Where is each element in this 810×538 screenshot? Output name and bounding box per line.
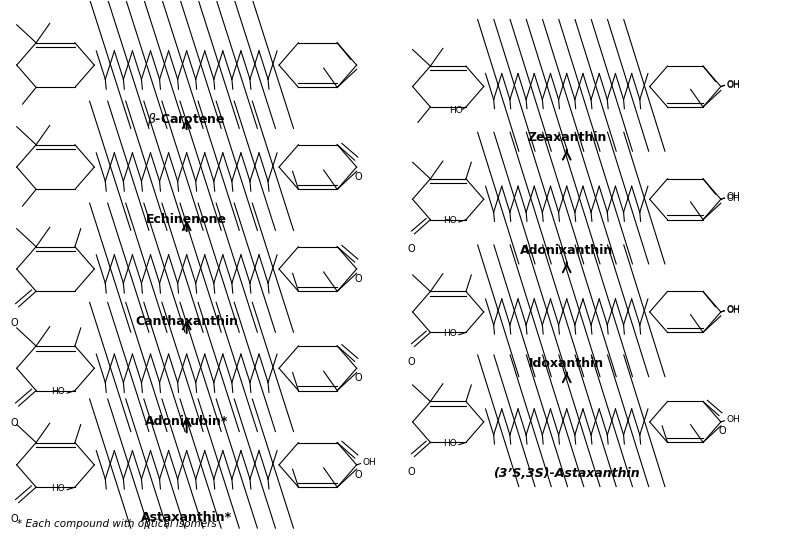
Text: Idoxanthin: Idoxanthin: [529, 357, 604, 370]
Text: HO: HO: [52, 387, 66, 397]
Text: O: O: [407, 244, 415, 254]
Text: O: O: [355, 373, 362, 383]
Text: Adonirubin*: Adonirubin*: [145, 415, 228, 428]
Text: (3’S,3S)-Astaxanthin: (3’S,3S)-Astaxanthin: [493, 467, 640, 480]
Text: HO: HO: [443, 216, 457, 225]
Text: HO: HO: [52, 484, 66, 493]
Text: Canthaxanthin: Canthaxanthin: [135, 315, 238, 328]
Text: O: O: [407, 467, 415, 477]
Text: O: O: [11, 514, 19, 524]
Text: * Each compound with optical isomers: * Each compound with optical isomers: [17, 519, 216, 529]
Text: OH: OH: [727, 193, 740, 201]
Text: OH: OH: [727, 415, 740, 424]
Text: HO: HO: [443, 329, 457, 338]
Text: $\beta$-Carotene: $\beta$-Carotene: [147, 111, 226, 129]
Text: O: O: [718, 426, 727, 436]
Text: O: O: [11, 318, 19, 328]
Text: Astaxanthin*: Astaxanthin*: [141, 511, 232, 524]
Text: O: O: [407, 357, 415, 367]
Text: OH: OH: [727, 306, 740, 315]
Text: OH: OH: [727, 81, 740, 90]
Text: Echinenone: Echinenone: [146, 214, 227, 226]
Text: OH: OH: [362, 458, 376, 467]
Text: Zeaxanthin: Zeaxanthin: [527, 131, 607, 144]
Text: HO: HO: [449, 106, 463, 115]
Text: Adonixanthin: Adonixanthin: [520, 244, 613, 257]
Text: HO: HO: [443, 439, 457, 448]
Text: O: O: [11, 417, 19, 428]
Text: OH: OH: [727, 194, 740, 203]
Text: OH: OH: [727, 305, 740, 314]
Text: OH: OH: [727, 80, 740, 89]
Text: O: O: [355, 470, 362, 479]
Text: O: O: [355, 274, 362, 284]
Text: O: O: [355, 172, 362, 182]
